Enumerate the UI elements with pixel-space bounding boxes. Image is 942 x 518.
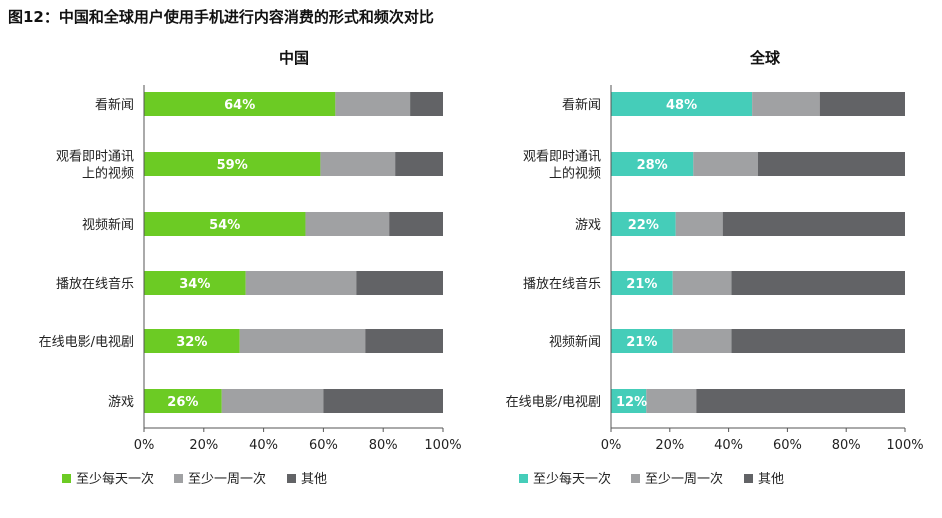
china-x-tick-label: 80%	[369, 438, 398, 453]
china-category-label: 观看即时通讯	[56, 149, 134, 165]
china-x-tick-label: 100%	[424, 438, 461, 453]
global-data-label: 28%	[637, 158, 668, 173]
china-data-label: 34%	[179, 277, 210, 292]
global-x-tick-label: 20%	[655, 438, 684, 453]
global-bar-weekly	[693, 152, 758, 176]
global-x-tick-label: 40%	[714, 438, 743, 453]
global-legend-label: 其他	[758, 472, 784, 487]
global-data-label: 12%	[616, 395, 647, 410]
global-category-label: 观看即时通讯	[523, 149, 601, 165]
china-bar-daily	[144, 152, 321, 176]
global-data-label: 22%	[628, 218, 659, 233]
china-legend-label: 至少一周一次	[188, 471, 266, 487]
china-bar-daily	[144, 389, 222, 413]
global-bar-other	[722, 212, 905, 236]
global-category-label: 游戏	[575, 218, 601, 233]
china-bar-other	[365, 329, 443, 353]
china-category-label: 游戏	[108, 395, 134, 410]
china-data-label: 54%	[209, 218, 240, 233]
china-bar-weekly	[245, 271, 357, 295]
china-bar-daily	[144, 92, 336, 116]
china-bar-daily	[144, 271, 246, 295]
china-bar-weekly	[221, 389, 324, 413]
china-bar-weekly	[239, 329, 366, 353]
china-bar-weekly	[335, 92, 411, 116]
global-bar-weekly	[646, 389, 697, 413]
china-category-label: 在线电影/电视剧	[39, 335, 134, 350]
china-data-label: 59%	[217, 158, 248, 173]
global-legend-swatch	[744, 474, 753, 483]
global-legend-swatch	[519, 474, 528, 483]
china-bar-other	[410, 92, 443, 116]
china-x-tick-label: 40%	[249, 438, 278, 453]
global-bar-other	[696, 389, 905, 413]
global-bar-weekly	[672, 329, 732, 353]
china-legend-swatch	[287, 474, 296, 483]
china-data-label: 26%	[167, 395, 198, 410]
global-category-label: 视频新闻	[549, 334, 601, 350]
global-panel-title: 全球	[749, 49, 781, 67]
global-bar-daily	[611, 389, 647, 413]
global-x-tick-label: 80%	[832, 438, 861, 453]
global-x-tick-label: 0%	[601, 438, 622, 453]
global-bar-other	[731, 271, 905, 295]
global-bar-other	[819, 92, 905, 116]
china-legend-label: 其他	[301, 472, 327, 487]
global-bar-daily	[611, 212, 676, 236]
china-bar-daily	[144, 212, 306, 236]
global-category-label: 上的视频	[549, 166, 601, 182]
china-legend-swatch	[62, 474, 71, 483]
global-legend-label: 至少每天一次	[533, 471, 611, 487]
china-data-label: 64%	[224, 98, 255, 113]
china-bar-other	[356, 271, 443, 295]
global-bar-other	[758, 152, 905, 176]
china-bar-other	[389, 212, 443, 236]
global-bar-weekly	[672, 271, 732, 295]
china-data-label: 32%	[176, 335, 207, 350]
global-data-label: 48%	[666, 98, 697, 113]
global-data-label: 21%	[626, 335, 657, 350]
china-bar-other	[323, 389, 443, 413]
global-legend-label: 至少一周一次	[645, 471, 723, 487]
global-x-tick-label: 100%	[886, 438, 923, 453]
global-data-label: 21%	[626, 277, 657, 292]
china-legend-label: 至少每天一次	[76, 471, 154, 487]
global-bar-daily	[611, 92, 753, 116]
global-category-label: 播放在线音乐	[523, 276, 601, 292]
china-x-tick-label: 20%	[189, 438, 218, 453]
china-bar-weekly	[305, 212, 390, 236]
global-bar-weekly	[675, 212, 723, 236]
global-x-tick-label: 60%	[773, 438, 802, 453]
china-panel-title: 中国	[279, 49, 309, 67]
china-category-label: 播放在线音乐	[56, 276, 134, 292]
global-bar-weekly	[752, 92, 820, 116]
china-x-tick-label: 0%	[134, 438, 155, 453]
china-x-tick-label: 60%	[309, 438, 338, 453]
global-bar-daily	[611, 152, 694, 176]
global-bar-other	[731, 329, 905, 353]
china-legend-swatch	[174, 474, 183, 483]
global-category-label: 看新闻	[562, 97, 601, 113]
global-legend-swatch	[631, 474, 640, 483]
china-category-label: 看新闻	[95, 97, 134, 113]
china-category-label: 视频新闻	[82, 217, 134, 233]
global-bar-daily	[611, 271, 673, 295]
china-bar-daily	[144, 329, 240, 353]
china-bar-other	[395, 152, 443, 176]
global-bar-daily	[611, 329, 673, 353]
global-category-label: 在线电影/电视剧	[506, 395, 601, 410]
figure-title: 图12：中国和全球用户使用手机进行内容消费的形式和频次对比	[8, 8, 434, 26]
china-bar-weekly	[320, 152, 396, 176]
china-category-label: 上的视频	[82, 166, 134, 182]
